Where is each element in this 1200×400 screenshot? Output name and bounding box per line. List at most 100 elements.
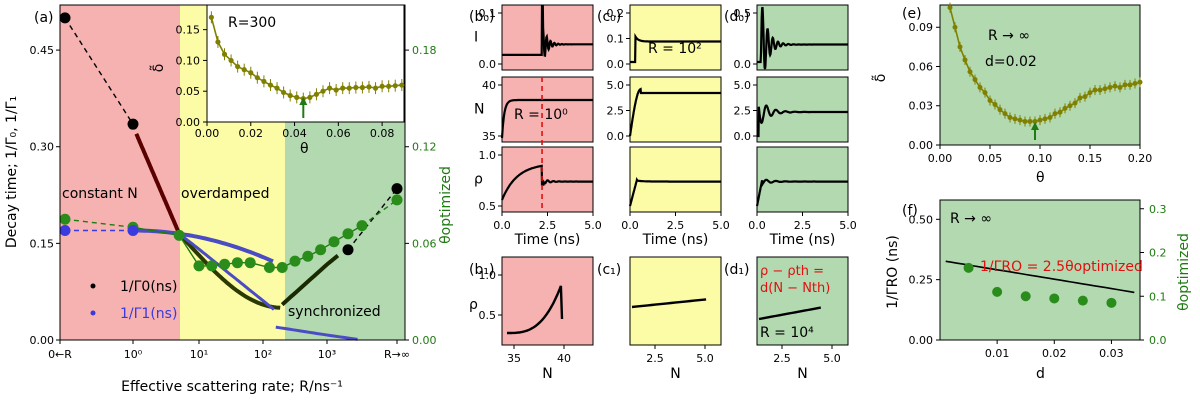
- gamma1-marker: [127, 224, 139, 236]
- f-x-tick-label: 0.02: [1042, 347, 1067, 360]
- phase-y-tick-label: 0.5: [479, 309, 497, 322]
- panel-f-annotation: R → ∞: [950, 211, 992, 227]
- inset-delta-marker: [359, 84, 366, 91]
- theta-marker: [59, 213, 71, 225]
- panel-d1-label: (d₁): [724, 262, 749, 278]
- e-y-tick-label: 0.00: [909, 139, 934, 152]
- inset-delta-marker: [320, 88, 326, 94]
- f-fit-curve: [945, 260, 1135, 294]
- theta-marker: [206, 260, 218, 272]
- phase-x-tick-label: 2.5: [646, 352, 664, 365]
- y-tick-label: 0.00: [30, 334, 55, 347]
- mid-y-tick-label: 0.0: [479, 58, 497, 71]
- inset-delta-marker: [287, 92, 293, 99]
- panel-f-label: (f): [902, 203, 918, 219]
- inset-x-tick-label: 0.08: [370, 127, 395, 140]
- panel-f-ylabel: 1/ΓRO (ns): [885, 235, 901, 309]
- gamma0-curve-sync: [280, 254, 340, 307]
- y-tick-label: 0.30: [30, 141, 55, 154]
- legend-marker-gamma0: [90, 283, 96, 289]
- gamma0-marker: [59, 12, 71, 24]
- panel-b-row2-ylabel: ρ: [474, 172, 483, 188]
- inset-delta-marker: [340, 85, 346, 91]
- panel-c-row0-curve: [630, 32, 721, 64]
- inset-delta-marker: [366, 84, 372, 90]
- panel-e-ylabel: δ̃: [871, 74, 889, 83]
- theta-dash-left: [64, 218, 134, 228]
- phase-x-tick-label: 5.0: [696, 352, 714, 365]
- legend-gamma0: 1/Γ0(ns): [120, 279, 177, 295]
- e-delta-marker: [992, 101, 998, 107]
- theta-marker: [263, 262, 275, 274]
- inset-delta-marker: [294, 94, 300, 100]
- inset-x-tick-label: 0.02: [239, 127, 264, 140]
- inset-delta-marker: [346, 85, 352, 91]
- mid-x-tick-label: 5.0: [712, 219, 730, 232]
- inset-xlabel: θ: [300, 141, 309, 157]
- inset-delta-marker: [248, 70, 254, 76]
- inset-delta-marker: [313, 91, 320, 97]
- e-min-arrowhead: [1031, 122, 1039, 130]
- panel-e-annotation-d: d=0.02: [985, 54, 1037, 70]
- panel-c1-curve: [631, 298, 707, 309]
- panel-c-xlabel: Time (ns): [642, 232, 709, 248]
- panel-e-label: (e): [902, 6, 922, 22]
- mid-x-tick-label: 5.0: [839, 219, 857, 232]
- e-delta-marker: [1127, 82, 1133, 88]
- panel-d1-frame: [756, 256, 849, 346]
- panel-c-row2-frame: [629, 146, 722, 213]
- panel-d1-relation-2: d(N − Nth): [760, 281, 830, 296]
- panel-b1-frame: [501, 256, 594, 346]
- e-delta-marker: [952, 24, 958, 30]
- e-delta-marker: [1057, 109, 1063, 115]
- e-delta-marker: [1022, 118, 1028, 124]
- panel-d1-curve: [758, 306, 822, 321]
- theta-marker: [342, 228, 354, 240]
- f-theta-marker: [1106, 297, 1117, 308]
- gamma0-curve-upper: [134, 132, 181, 233]
- panel-c-row1-frame: [629, 76, 722, 143]
- mid-y-tick-label: 0.5: [479, 200, 497, 213]
- panel-c-row0-annotation: R = 10²: [648, 41, 702, 57]
- e-delta-marker: [1137, 79, 1143, 85]
- theta-marker: [391, 194, 403, 206]
- mid-x-tick-label: 0.0: [621, 219, 639, 232]
- inset-delta-marker: [307, 94, 313, 100]
- mid-x-tick-label: 0.0: [748, 219, 766, 232]
- e-delta-marker: [962, 57, 968, 63]
- theta-dash-right: [361, 199, 398, 227]
- e-delta-marker: [1042, 116, 1048, 122]
- panel-b-row1-annotation: R = 10⁰: [514, 107, 568, 123]
- panel-a-y2label: θoptimized: [438, 166, 454, 244]
- inset-delta-marker: [221, 51, 228, 57]
- gamma0-dash-right: [347, 188, 398, 251]
- inset-delta-marker: [208, 14, 214, 20]
- inset-delta-marker: [274, 85, 280, 91]
- e-delta-marker: [982, 90, 988, 96]
- mid-x-tick-label: 2.5: [794, 219, 812, 232]
- e-delta-marker: [1097, 87, 1103, 93]
- inset-delta-marker: [353, 84, 359, 91]
- region-label-constant-n: constant N: [62, 186, 138, 202]
- mid-y-tick-label: 35: [482, 130, 496, 143]
- e-delta-marker: [1067, 103, 1073, 109]
- panel-b0-label: (b₀): [469, 9, 494, 25]
- phase-x-tick-label: 35: [507, 352, 521, 365]
- e-delta-marker: [1092, 87, 1098, 93]
- panel-d-row0-frame: [756, 4, 849, 71]
- e-delta-marker: [1017, 117, 1023, 123]
- panel-f-formula: 1/ΓRO = 2.5θoptimized: [980, 259, 1143, 275]
- panel-a-xlabel: Effective scattering rate; R/ns⁻¹: [121, 379, 343, 395]
- e-delta-marker: [1002, 111, 1008, 117]
- e-delta-marker: [1082, 94, 1088, 100]
- mid-y-tick-label: 0.1: [479, 7, 497, 20]
- mid-y-tick-label: 0.2: [607, 7, 625, 20]
- panel-d0-label: (d₀): [724, 9, 749, 25]
- gamma0-marker: [342, 244, 354, 256]
- theta-marker: [302, 250, 314, 262]
- phase-x-tick-label: 5.0: [823, 352, 841, 365]
- f-x-tick-label: 0.01: [985, 347, 1010, 360]
- panel-e: 0.00 0.05 0.10 0.15 0.20 0.00 0.03 0.06 0.09 (e)…: [871, 2, 1152, 186]
- mid-y-tick-label: 5.0: [734, 79, 752, 92]
- y-tick-label: 0.45: [30, 44, 55, 57]
